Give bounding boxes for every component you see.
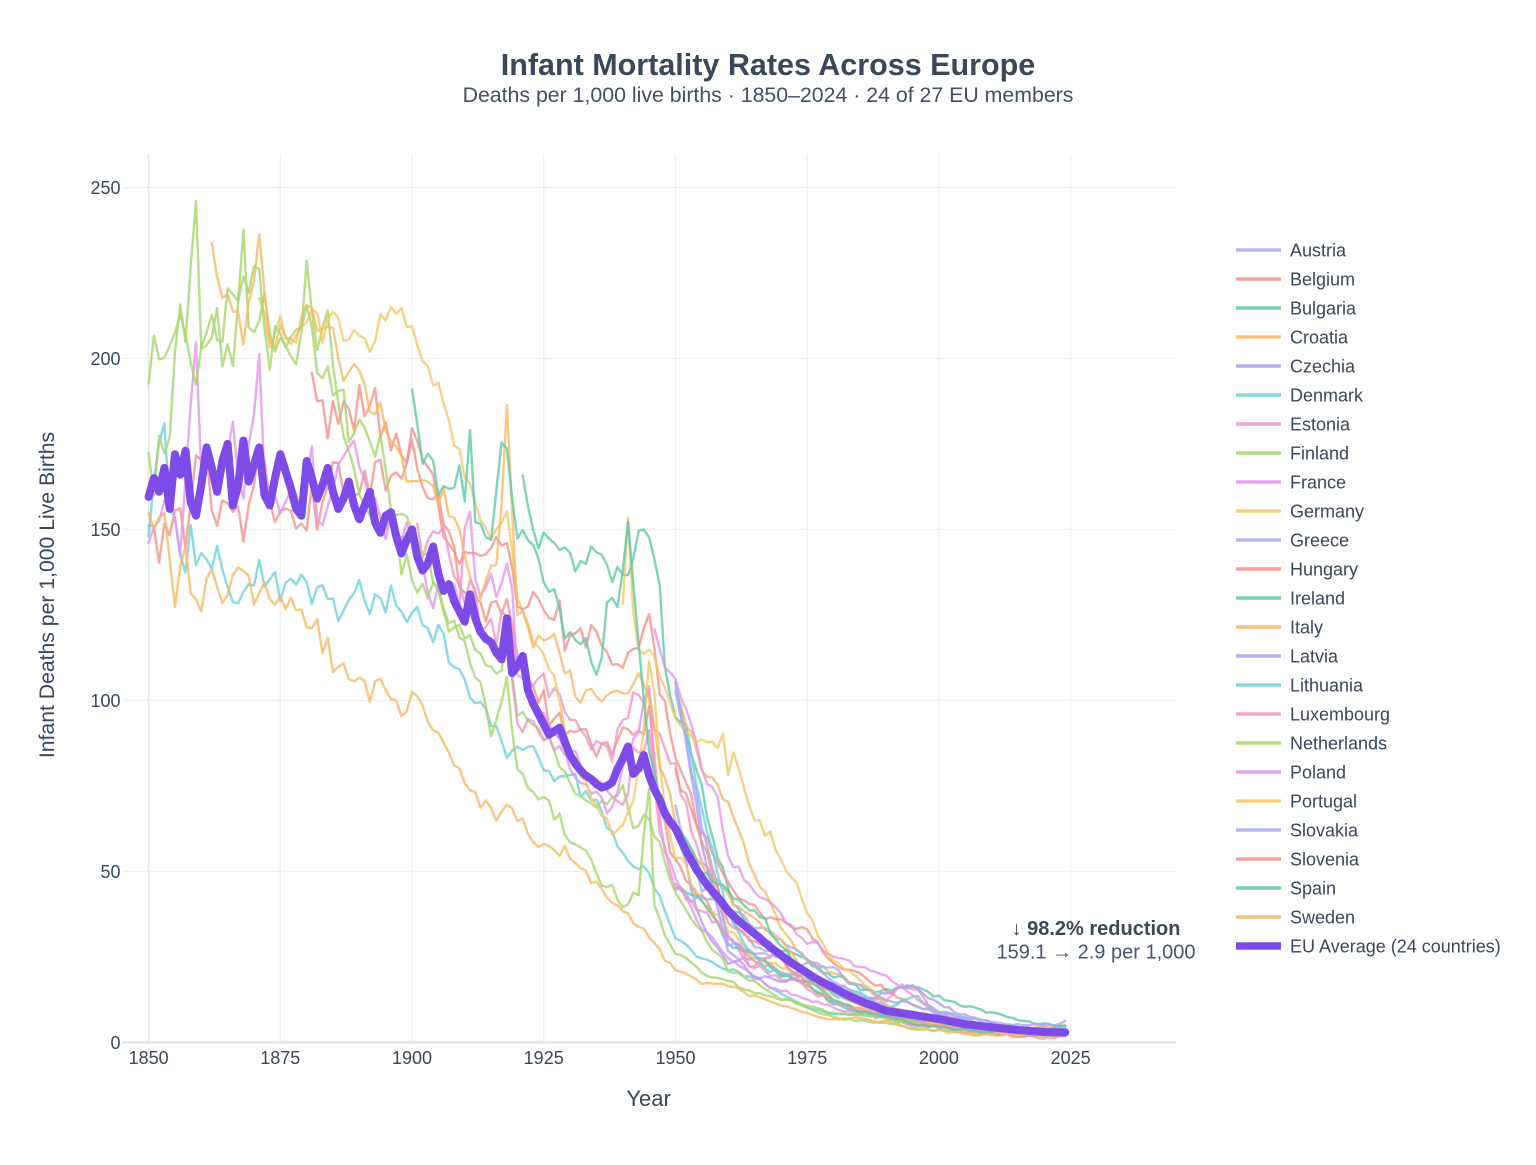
svg-text:Lithuania: Lithuania — [1290, 676, 1364, 696]
svg-text:Germany: Germany — [1290, 502, 1364, 522]
svg-text:Deaths per 1,000 live births ·: Deaths per 1,000 live births · 1850–2024… — [463, 83, 1074, 107]
svg-text:150: 150 — [90, 520, 120, 540]
svg-text:Estonia: Estonia — [1290, 415, 1351, 435]
svg-text:100: 100 — [90, 691, 120, 711]
svg-text:EU Average (24 countries): EU Average (24 countries) — [1290, 937, 1501, 957]
svg-text:Year: Year — [626, 1086, 670, 1111]
svg-text:1925: 1925 — [524, 1048, 564, 1068]
svg-text:0: 0 — [110, 1033, 120, 1053]
svg-text:Portugal: Portugal — [1290, 792, 1357, 812]
svg-text:Sweden: Sweden — [1290, 908, 1355, 928]
svg-text:Netherlands: Netherlands — [1290, 734, 1387, 754]
svg-text:50: 50 — [100, 862, 120, 882]
svg-text:Ireland: Ireland — [1290, 589, 1345, 609]
svg-text:159.1 → 2.9 per 1,000: 159.1 → 2.9 per 1,000 — [996, 942, 1195, 964]
svg-text:Slovakia: Slovakia — [1290, 821, 1359, 841]
svg-text:Austria: Austria — [1290, 241, 1347, 261]
svg-text:Spain: Spain — [1290, 879, 1336, 899]
svg-text:Luxembourg: Luxembourg — [1290, 705, 1390, 725]
svg-text:Greece: Greece — [1290, 531, 1349, 551]
svg-text:↓ 98.2% reduction: ↓ 98.2% reduction — [1012, 918, 1181, 940]
svg-text:France: France — [1290, 473, 1346, 493]
svg-text:Infant Deaths per 1,000 Live B: Infant Deaths per 1,000 Live Births — [36, 432, 59, 758]
svg-text:1950: 1950 — [655, 1048, 695, 1068]
svg-text:1975: 1975 — [787, 1048, 827, 1068]
svg-text:Czechia: Czechia — [1290, 357, 1356, 377]
svg-text:2025: 2025 — [1051, 1048, 1091, 1068]
svg-text:Finland: Finland — [1290, 444, 1349, 464]
svg-text:1850: 1850 — [129, 1048, 169, 1068]
svg-text:Belgium: Belgium — [1290, 270, 1355, 290]
svg-text:Slovenia: Slovenia — [1290, 850, 1360, 870]
svg-text:Bulgaria: Bulgaria — [1290, 299, 1357, 319]
svg-text:Poland: Poland — [1290, 763, 1346, 783]
svg-text:1900: 1900 — [392, 1048, 432, 1068]
svg-text:Infant Mortality Rates Across: Infant Mortality Rates Across Europe — [501, 48, 1035, 82]
svg-text:250: 250 — [90, 178, 120, 198]
svg-text:2000: 2000 — [919, 1048, 959, 1068]
svg-text:Hungary: Hungary — [1290, 560, 1358, 580]
svg-text:200: 200 — [90, 349, 120, 369]
svg-text:1875: 1875 — [260, 1048, 300, 1068]
svg-text:Croatia: Croatia — [1290, 328, 1349, 348]
svg-text:Italy: Italy — [1290, 618, 1323, 638]
svg-text:Latvia: Latvia — [1290, 647, 1339, 667]
svg-text:Denmark: Denmark — [1290, 386, 1364, 406]
